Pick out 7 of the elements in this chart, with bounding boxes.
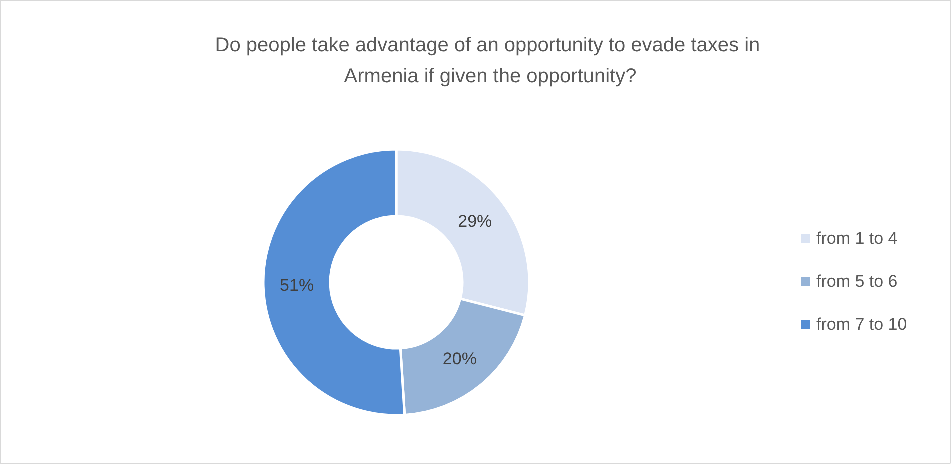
chart-title: Do people take advantage of an opportunity to evade taxes in Armenia if given the opportunity?	[215, 34, 760, 88]
data-label: 29%	[458, 212, 492, 232]
data-label: 20%	[442, 350, 477, 369]
data-label: 51%	[280, 276, 314, 296]
legend-label: from 1 to 4	[816, 229, 898, 248]
legend-label: from 7 to 10	[816, 315, 908, 334]
legend-label: from 5 to 6	[816, 272, 898, 291]
